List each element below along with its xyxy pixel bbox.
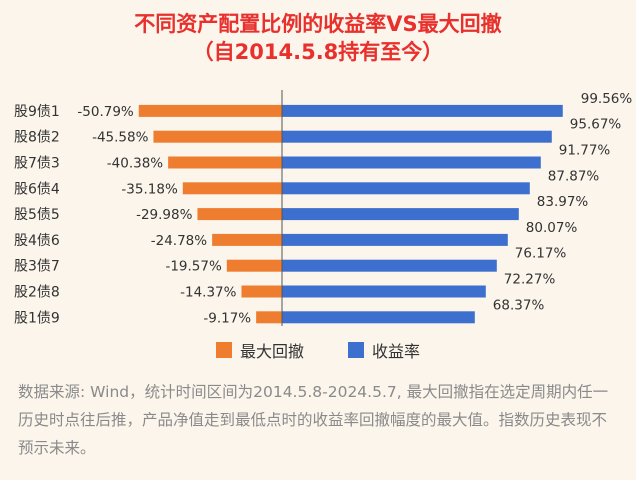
bar-chart: 股9债1 -50.79% 99.56% 股8债2 -45.58% 95.67% 股7债3 -4… xyxy=(14,90,633,326)
return-data-label: 91.77% xyxy=(559,143,611,159)
legend-swatch-drawdown xyxy=(215,342,232,358)
legend-swatch-return xyxy=(348,342,364,358)
return-bar xyxy=(282,130,552,143)
category-label: 股5债5 xyxy=(14,207,60,223)
return-bar xyxy=(282,259,497,272)
drawdown-data-label: -50.79% xyxy=(77,104,134,120)
drawdown-data-label: -29.98% xyxy=(136,207,193,223)
legend: 最大回撤 收益率 xyxy=(0,338,636,362)
return-bar xyxy=(282,104,563,117)
drawdown-bar xyxy=(168,156,282,169)
return-bar xyxy=(282,182,530,195)
drawdown-bar xyxy=(212,233,282,246)
return-data-label: 72.27% xyxy=(504,272,556,288)
category-label: 股8债2 xyxy=(14,130,60,146)
drawdown-data-label: -9.17% xyxy=(203,310,251,326)
return-bar xyxy=(282,156,541,169)
source-note: 数据来源: Wind，统计时间区间为2014.5.8-2024.5.7, 最大回… xyxy=(18,383,609,457)
drawdown-bar xyxy=(226,259,282,272)
return-data-label: 95.67% xyxy=(570,117,622,133)
return-data-label: 83.97% xyxy=(537,194,589,210)
category-label: 股6债4 xyxy=(14,181,60,197)
category-label: 股9债1 xyxy=(14,104,60,120)
chart-title: 不同资产配置比例的收益率VS最大回撤 （自2014.5.8持有至今） xyxy=(0,10,636,66)
drawdown-bar xyxy=(138,104,282,117)
drawdown-bar xyxy=(182,182,282,195)
drawdown-data-label: -19.57% xyxy=(165,259,222,275)
drawdown-data-label: -45.58% xyxy=(92,130,149,146)
return-data-label: 68.37% xyxy=(493,297,545,313)
category-label: 股2债8 xyxy=(14,285,60,301)
return-data-label: 87.87% xyxy=(548,168,600,184)
category-label: 股1债9 xyxy=(14,310,60,326)
drawdown-data-label: -35.18% xyxy=(121,181,178,197)
category-label: 股3债7 xyxy=(14,259,60,275)
category-label: 股7债3 xyxy=(14,156,60,172)
return-data-label: 80.07% xyxy=(526,220,578,236)
drawdown-bar xyxy=(256,311,282,324)
category-label: 股4债6 xyxy=(14,233,60,249)
drawdown-bar xyxy=(197,208,282,221)
legend-item-drawdown: 最大回撤 xyxy=(215,338,304,362)
title-main: 不同资产配置比例的收益率VS最大回撤 xyxy=(134,12,502,36)
drawdown-data-label: -24.78% xyxy=(151,233,208,249)
legend-label-drawdown: 最大回撤 xyxy=(239,342,304,361)
return-bar xyxy=(282,285,486,298)
return-bar xyxy=(282,233,508,246)
title-subtitle: （自2014.5.8持有至今） xyxy=(192,40,444,64)
legend-item-return: 收益率 xyxy=(348,338,420,362)
return-data-label: 76.17% xyxy=(515,246,567,262)
return-data-label: 99.56% xyxy=(581,91,633,107)
drawdown-bar xyxy=(241,285,282,298)
drawdown-data-label: -40.38% xyxy=(107,156,164,172)
legend-label-return: 收益率 xyxy=(372,342,421,361)
drawdown-data-label: -14.37% xyxy=(180,285,237,301)
return-bar xyxy=(282,311,475,324)
return-bar xyxy=(282,208,519,221)
drawdown-bar xyxy=(153,130,282,143)
